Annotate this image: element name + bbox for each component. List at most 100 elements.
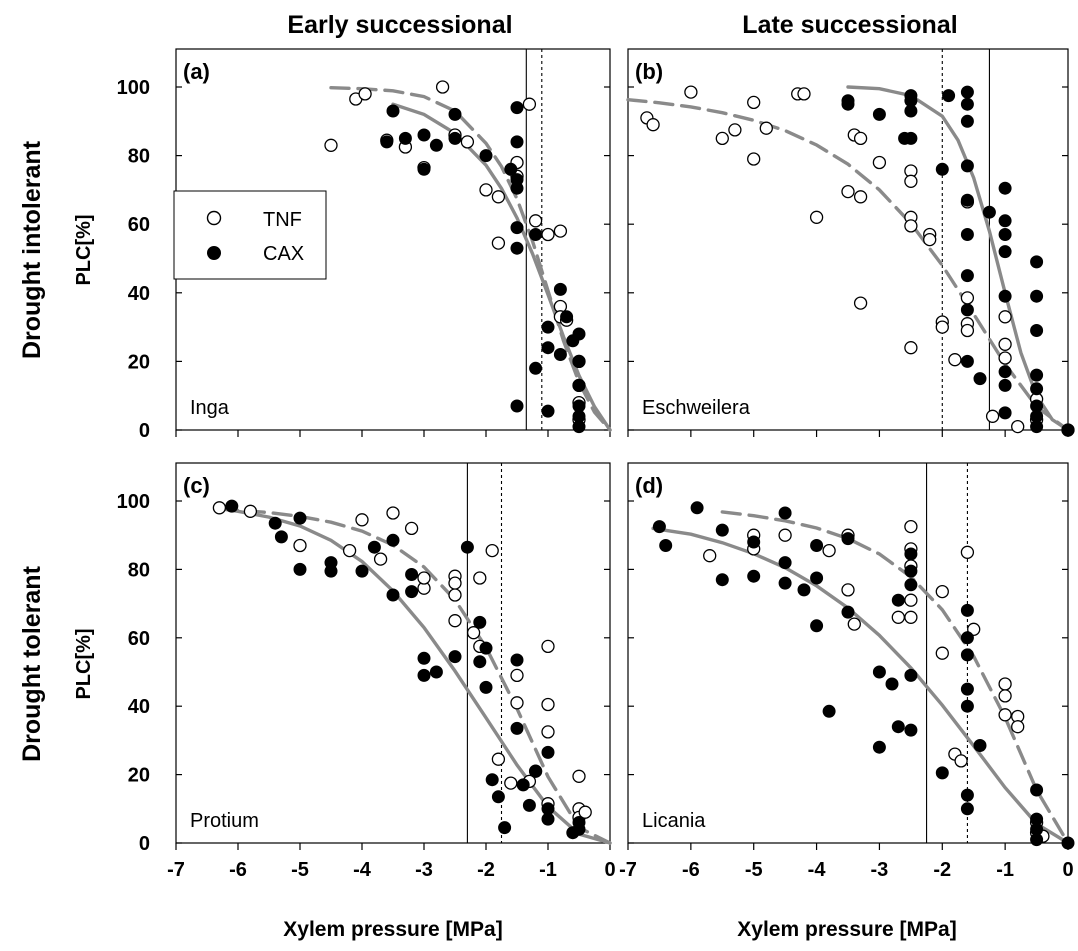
cax-point <box>891 593 905 607</box>
cax-point <box>572 354 586 368</box>
x-tick-label: -4 <box>808 859 827 881</box>
cax-point <box>885 677 899 691</box>
cax-point <box>998 245 1012 259</box>
tnf-point <box>960 291 975 305</box>
cax-point <box>510 653 524 667</box>
cax-point <box>998 214 1012 228</box>
cax-point <box>960 699 974 713</box>
tnf-point <box>960 545 975 559</box>
tnf-point <box>460 135 475 149</box>
cax-point <box>386 104 400 118</box>
tnf-point <box>466 626 481 640</box>
x-tick-label: 0 <box>604 859 615 881</box>
tnf-point <box>891 610 905 624</box>
x-tick-label: -6 <box>229 859 247 881</box>
tnf-point <box>998 677 1012 691</box>
cax-point <box>522 798 536 812</box>
cax-point <box>1061 836 1075 850</box>
cax-point <box>510 721 524 735</box>
cax-point <box>225 499 239 513</box>
cax-point <box>960 159 974 173</box>
tnf-point <box>998 337 1012 351</box>
tnf-point <box>293 538 307 553</box>
cax-point <box>485 773 499 787</box>
row-title-tolerant: Drought tolerant <box>18 565 46 761</box>
x-tick-label: -1 <box>539 859 557 881</box>
cax-point <box>1030 255 1044 269</box>
cax-point <box>942 89 956 103</box>
x-tick-label: 0 <box>1062 859 1073 881</box>
cax-point <box>429 665 443 679</box>
tnf-point <box>435 80 450 94</box>
tnf-point <box>417 571 431 585</box>
tnf-fit-curve <box>329 86 612 432</box>
cax-point <box>872 665 886 679</box>
cax-point <box>491 790 505 804</box>
tnf-point <box>935 320 949 334</box>
x-axis-label-left: Xylem pressure [MPa] <box>283 918 502 941</box>
cax-point <box>982 205 996 219</box>
tnf-point <box>747 152 761 166</box>
cax-point <box>960 97 974 111</box>
tnf-point <box>541 227 555 242</box>
cax-point <box>960 85 974 99</box>
cax-point <box>904 578 918 592</box>
cax-point <box>690 501 704 515</box>
tnf-point <box>522 97 537 111</box>
tnf-point <box>948 353 962 367</box>
cax-point <box>960 193 974 207</box>
tnf-point <box>847 617 861 631</box>
cax-point <box>778 556 792 570</box>
cax-point <box>510 241 524 255</box>
tnf-point <box>904 341 918 355</box>
cax-point <box>1030 420 1044 434</box>
cax-point <box>448 107 462 121</box>
column-title-late: Late successional <box>742 11 957 39</box>
cax-point <box>960 354 974 368</box>
cax-point <box>973 372 987 386</box>
cax-point <box>510 181 524 195</box>
cax-point <box>778 576 792 590</box>
cax-point <box>810 539 824 552</box>
tnf-point <box>728 123 742 137</box>
x-tick-label: -7 <box>167 859 185 881</box>
genus-label: Inga <box>190 397 230 419</box>
tnf-point <box>841 184 855 199</box>
tnf-point <box>923 232 937 247</box>
cax-point <box>960 631 974 645</box>
tnf-point <box>998 708 1012 722</box>
tnf-point <box>954 754 968 768</box>
cax-point <box>510 135 524 149</box>
panel-c: 0 20 40 60 80 100 -7 -6 -5 -4 -3 -2 -1 0 (c) Protium <box>117 462 616 881</box>
cax-point <box>960 228 974 241</box>
cax-point <box>448 650 462 664</box>
cax-point <box>380 135 394 149</box>
tnf-point <box>491 190 506 204</box>
cax-point <box>473 655 487 669</box>
tnf-point <box>572 769 586 783</box>
cax-point <box>998 228 1012 241</box>
y-tick-label: 100 <box>117 491 150 513</box>
cax-point <box>998 406 1012 420</box>
y-tick-label: 0 <box>139 420 150 442</box>
panel-label: (a) <box>183 59 210 84</box>
cax-point <box>822 704 836 718</box>
panel-label: (c) <box>183 473 210 498</box>
cax-point <box>541 341 555 355</box>
cax-point <box>417 128 431 142</box>
cax-point <box>448 131 462 145</box>
tnf-point <box>373 552 388 566</box>
tnf-point <box>448 588 462 602</box>
cax-point <box>960 788 974 802</box>
tnf-point <box>1011 419 1025 434</box>
cax-point <box>935 162 949 176</box>
cax-point <box>367 540 381 554</box>
panel-b: (b) Eschweilera <box>626 48 1075 437</box>
tnf-point <box>404 521 419 536</box>
legend: TNF CAX <box>173 190 327 280</box>
cax-fit-curve <box>651 526 1070 845</box>
cax-point <box>560 310 574 324</box>
y-tick-label: 20 <box>128 351 150 373</box>
x-tick-label: -7 <box>619 859 637 881</box>
